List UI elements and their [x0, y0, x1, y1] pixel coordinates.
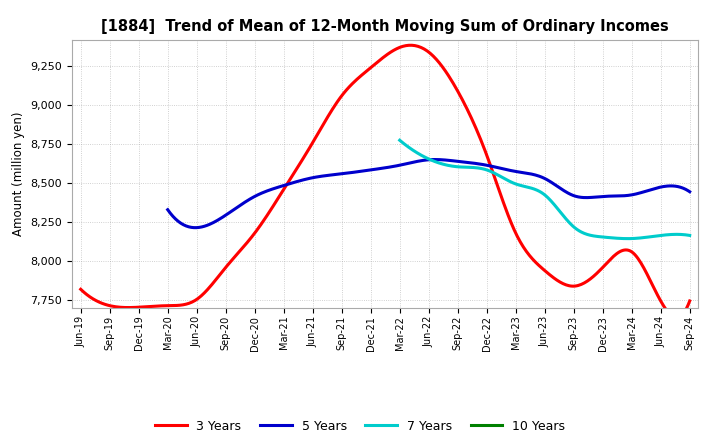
7 Years	[606, 235, 615, 240]
Line: 5 Years: 5 Years	[168, 160, 690, 227]
3 Years	[318, 124, 326, 129]
7 Years	[431, 159, 439, 164]
3 Years	[672, 315, 680, 320]
Title: [1884]  Trend of Mean of 12-Month Moving Sum of Ordinary Incomes: [1884] Trend of Mean of 12-Month Moving …	[102, 19, 669, 34]
5 Years	[545, 179, 554, 184]
Y-axis label: Amount (million yen): Amount (million yen)	[12, 112, 25, 236]
7 Years	[395, 138, 404, 143]
Line: 7 Years: 7 Years	[400, 140, 690, 238]
3 Years	[521, 246, 529, 252]
7 Years	[510, 181, 519, 186]
3 Years	[275, 194, 284, 199]
7 Years	[605, 235, 613, 240]
5 Years	[431, 157, 439, 162]
3 Years	[76, 286, 85, 292]
3 Years	[461, 103, 469, 108]
7 Years	[624, 236, 632, 241]
3 Years	[406, 43, 415, 48]
7 Years	[490, 170, 498, 176]
5 Years	[685, 189, 694, 194]
3 Years	[518, 242, 526, 247]
7 Years	[578, 230, 587, 235]
3 Years	[150, 304, 158, 309]
5 Years	[163, 207, 172, 213]
Legend: 3 Years, 5 Years, 7 Years, 10 Years: 3 Years, 5 Years, 7 Years, 10 Years	[150, 414, 570, 437]
5 Years	[335, 172, 343, 177]
Line: 3 Years: 3 Years	[81, 45, 690, 317]
5 Years	[495, 165, 503, 170]
3 Years	[685, 298, 694, 304]
5 Years	[191, 225, 199, 230]
7 Years	[685, 233, 694, 238]
5 Years	[543, 177, 552, 183]
5 Years	[372, 167, 380, 172]
5 Years	[228, 209, 236, 214]
